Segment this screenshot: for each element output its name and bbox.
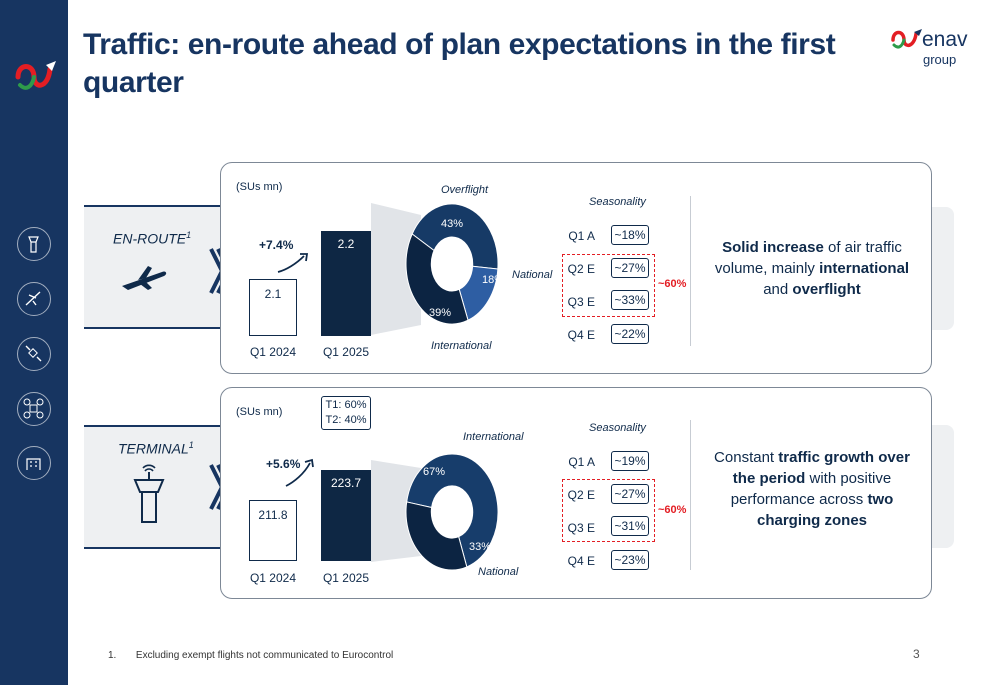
terminal-bar-q1-2025 [321, 469, 371, 561]
terminal-label-box [84, 425, 220, 549]
terminal-seasonality-title: Seasonality [589, 422, 646, 434]
enroute-slice-name-national: National [512, 269, 553, 281]
enroute-separator [690, 196, 691, 346]
enroute-bar-q1-2025 [321, 230, 371, 336]
terminal-description-part: traffic growth over the period [732, 449, 910, 487]
enroute-category-q1-2025: Q1 2025 [322, 345, 370, 359]
footnote-number: 1. [108, 650, 117, 661]
terminal-t2-share: T2: 40% [325, 414, 367, 426]
drone-icon [17, 392, 51, 426]
terminal-growth-arrow-icon [285, 458, 314, 487]
enroute-label-box [84, 205, 220, 329]
enroute-description-part: overflight [792, 281, 861, 298]
terminal-description-part: two charging zones [756, 491, 894, 529]
enroute-growth-label: +7.4% [259, 238, 294, 252]
enroute-bar-q1-2024 [249, 279, 297, 336]
terminal-bar-value-q1-2024: 211.8 [258, 508, 288, 522]
terminal-q-label-4: Q4 E [567, 554, 595, 568]
terminal-q-value-1: ~19% [611, 451, 649, 471]
terminal-bar-value-q1-2025: 223.7 [330, 475, 362, 490]
enroute-bar-value-q1-2025: 2.2 [337, 236, 355, 251]
enroute-slice-name-international: International [431, 340, 492, 352]
terminal-q-label-1: Q1 A [568, 455, 595, 469]
footnote-text: Excluding exempt flights not communicate… [135, 650, 394, 661]
terminal-q-value-3: ~31% [611, 516, 649, 536]
terminal-slice-national [405, 501, 468, 571]
terminal-category-q1-2024: Q1 2024 [249, 571, 297, 585]
enroute-side-band [930, 207, 954, 330]
terminal-slice-name-international: International [463, 431, 524, 443]
terminal-description-part: Constant [714, 449, 779, 466]
footnote: 1. Excluding exempt flights not communic… [108, 650, 393, 661]
building-icon [17, 446, 51, 480]
enroute-label: EN-ROUTE1 [113, 230, 192, 247]
enroute-bracket-label: ~60% [658, 278, 687, 290]
enroute-q-label-2: Q2 E [567, 262, 595, 276]
terminal-slice-name-national: National [478, 566, 519, 578]
control-tower-icon [17, 227, 51, 261]
terminal-separator [690, 420, 691, 570]
page-title: Traffic: en-route ahead of plan expectat… [83, 28, 836, 99]
enroute-q-value-4: ~22% [611, 324, 649, 344]
terminal-q-value-2: ~27% [611, 484, 649, 504]
enroute-q-label-1: Q1 A [568, 229, 595, 243]
terminal-label: TERMINAL1 [118, 440, 194, 457]
enroute-seasonality-bracket [562, 254, 655, 317]
enroute-slice-overflight [411, 203, 499, 270]
terminal-q-value-4: ~23% [611, 550, 649, 570]
enroute-description: Solid increase of air traffic volume, ma… [712, 237, 912, 300]
enroute-description-part: Solid increase [722, 239, 824, 256]
enroute-seasonality-title: Seasonality [589, 196, 646, 208]
sidebar [0, 0, 68, 685]
enroute-slice-label-national: 18% [482, 274, 504, 286]
terminal-slice-international [406, 453, 499, 568]
terminal-seasonality-bracket [562, 479, 655, 542]
enroute-slice-name-overflight: Overflight [441, 184, 489, 196]
enroute-description-part: and [763, 281, 793, 298]
page-number: 3 [913, 647, 920, 661]
enroute-donut: 43% 18% 39% [405, 203, 504, 325]
terminal-category-q1-2025: Q1 2025 [322, 571, 370, 585]
enav-brand-logo-icon [891, 29, 922, 49]
terminal-slice-label-national: 33% [469, 541, 491, 553]
airplane-icon [122, 266, 167, 290]
terminal-unit-label: (SUs mn) [236, 406, 283, 418]
terminal-t1-share: T1: 60% [325, 399, 367, 411]
enroute-q-value-2: ~27% [611, 258, 649, 278]
terminal-charging-zones-box: T1: 60% T2: 40% [321, 396, 371, 430]
terminal-q-label-3: Q3 E [567, 521, 595, 535]
enroute-slice-label-overflight: 43% [441, 218, 463, 230]
plane-icon [17, 282, 51, 316]
brand-word: enav [922, 28, 968, 51]
enroute-growth-arrow-icon [277, 253, 309, 273]
terminal-donut: 67% 33% [405, 453, 499, 571]
enroute-q-label-4: Q4 E [567, 328, 595, 342]
brand-sub: group [923, 52, 957, 67]
control-tower-icon [133, 464, 165, 523]
terminal-side-band [930, 425, 954, 548]
terminal-description-part: with positive performance across [730, 470, 892, 508]
terminal-q-label-2: Q2 E [567, 488, 595, 502]
enroute-q-value-1: ~18% [611, 225, 649, 245]
enroute-slice-label-international: 39% [429, 307, 451, 319]
enroute-slice-international [405, 233, 469, 325]
enroute-description-part: of air traffic volume, mainly [714, 239, 902, 277]
enroute-bar-value-q1-2024: 2.1 [264, 287, 282, 301]
enav-logo-icon [15, 61, 56, 90]
terminal-bracket-label: ~60% [658, 504, 687, 516]
enroute-unit-label: (SUs mn) [236, 181, 283, 193]
enroute-q-label-3: Q3 E [567, 295, 595, 309]
enroute-q-value-3: ~33% [611, 290, 649, 310]
enroute-description-part: international [819, 260, 910, 277]
enroute-category-q1-2024: Q1 2024 [249, 345, 297, 359]
terminal-growth-label: +5.6% [266, 457, 301, 471]
terminal-description: Constant traffic growth over the period … [712, 447, 912, 531]
terminal-connector-shape [371, 460, 421, 562]
satellite-icon [17, 337, 51, 371]
enroute-connector-shape [371, 203, 421, 335]
terminal-slice-label-international: 67% [423, 466, 445, 478]
terminal-bar-q1-2024 [249, 500, 297, 561]
